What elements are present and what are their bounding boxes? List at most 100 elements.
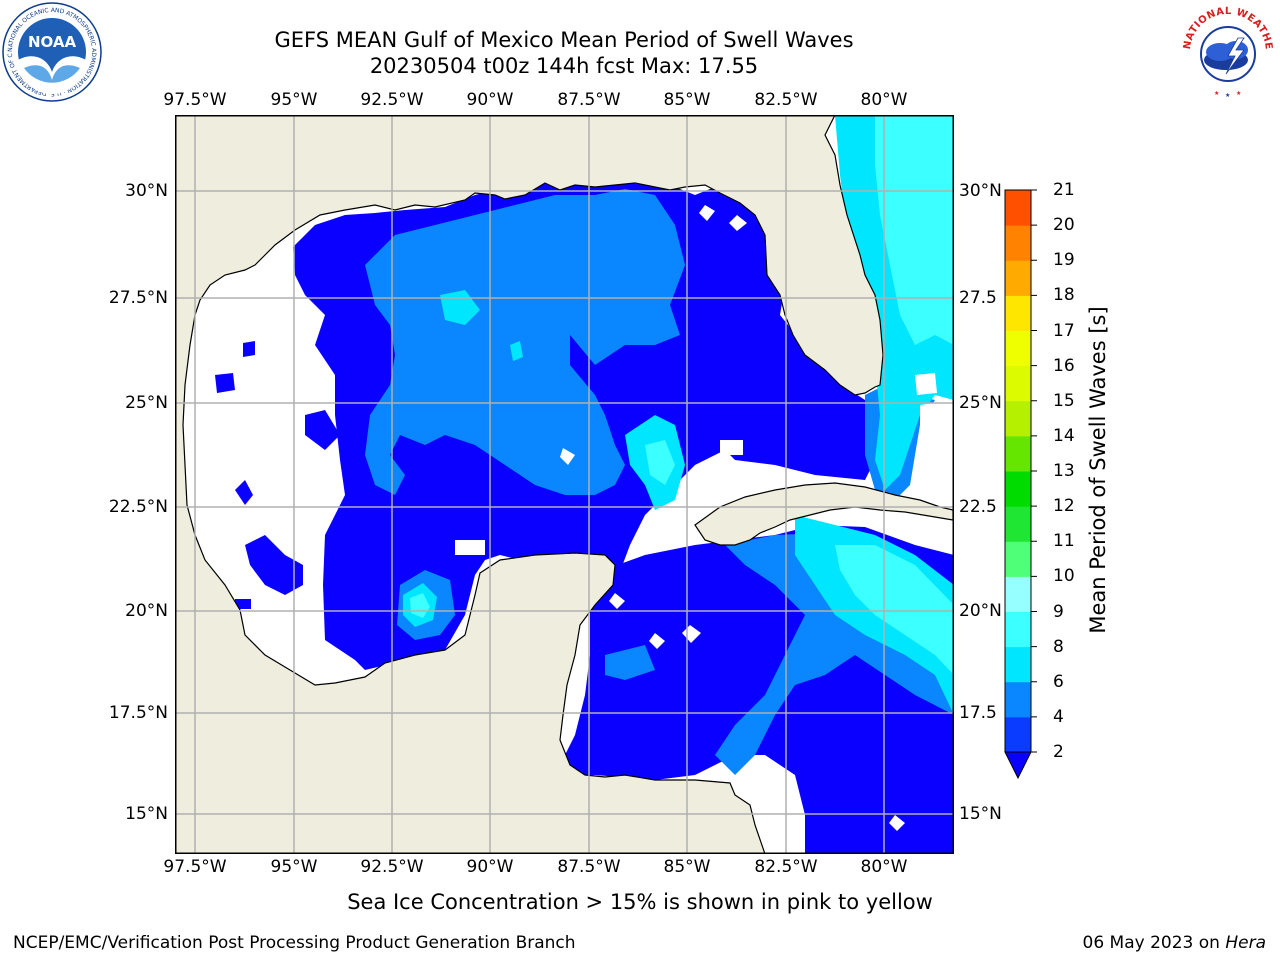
colorbar-bin: [1005, 646, 1031, 683]
colorbar-bin: [1005, 190, 1031, 226]
map-frame: [175, 115, 954, 854]
colorbar-tick-label: 12: [1053, 496, 1075, 517]
lat-tick-right: 20°N: [959, 601, 1002, 621]
colorbar-bin: [1005, 611, 1031, 648]
colorbar-tick-label: 4: [1053, 706, 1064, 727]
no-data-hole: [720, 440, 743, 455]
colorbar-bin: [1005, 225, 1031, 261]
lon-tick-top: 95°W: [270, 90, 318, 110]
no-data-hole: [560, 448, 575, 465]
no-data-hole: [915, 373, 937, 395]
lon-tick-bottom: 87.5°W: [557, 857, 621, 877]
land-areas: [175, 115, 954, 854]
lon-tick-bottom: 95°W: [270, 857, 318, 877]
colorbar-bin: [1005, 400, 1031, 437]
machine-name: Hera: [1225, 933, 1266, 953]
colorbar-bin: [1005, 295, 1031, 331]
lat-tick-right: 25°N: [959, 393, 1002, 413]
lat-tick-right: 15°N: [959, 804, 1002, 824]
lon-tick-bottom: 85°W: [663, 857, 711, 877]
svg-text:NOAA: NOAA: [28, 33, 77, 51]
swell-contour-2-4: [235, 599, 251, 609]
no-data-hole: [699, 205, 715, 221]
colorbar-bin: [1005, 435, 1031, 472]
colorbar-bin: [1005, 506, 1031, 542]
lon-tick-bottom: 82.5°W: [754, 857, 818, 877]
colorbar-bin: [1005, 541, 1031, 577]
colorbar: [1004, 189, 1037, 780]
lat-tick-right: 22.5: [959, 497, 997, 517]
lon-tick-top: 85°W: [663, 90, 711, 110]
cuba-island: [694, 482, 954, 546]
national-weather-service-logo: NATIONAL WEATHER SERVICE ★ ★ ★: [1178, 2, 1276, 100]
lat-tick-right: 30°N: [959, 181, 1002, 201]
credit-text: NCEP/EMC/Verification Post Processing Pr…: [13, 933, 576, 953]
colorbar-tick-label: 18: [1053, 285, 1075, 306]
lon-tick-top: 97.5°W: [163, 90, 227, 110]
colorbar-tick-label: 13: [1053, 461, 1075, 481]
lon-tick-bottom: 97.5°W: [163, 857, 227, 877]
colorbar-tick-label: 9: [1053, 601, 1064, 622]
colorbar-ticks: [1031, 189, 1037, 753]
lon-tick-bottom: 90°W: [466, 857, 514, 877]
swell-contour-4-6: [605, 645, 655, 680]
swell-contour-2-4: [215, 373, 235, 393]
no-data-hole: [649, 633, 665, 649]
svg-text:★: ★: [1214, 90, 1219, 97]
no-data-hole: [455, 540, 485, 555]
lon-tick-top: 92.5°W: [360, 90, 424, 110]
no-data-hole: [889, 815, 905, 831]
colorbar-extend-triangle: [1004, 751, 1032, 780]
colorbar-bin: [1005, 260, 1031, 296]
lat-tick-left: 30°N: [125, 181, 168, 201]
no-data-hole: [609, 593, 625, 609]
lon-tick-top: 80°W: [860, 90, 908, 110]
lon-tick-top: 87.5°W: [557, 90, 621, 110]
colorbar-bins: [1004, 189, 1032, 753]
colorbar-tick-label: 6: [1053, 671, 1064, 692]
colorbar-bin: [1005, 576, 1031, 612]
colorbar-tick-label: 14: [1053, 425, 1075, 446]
swell-contour-8-9: [645, 440, 675, 485]
no-data-hole: [920, 400, 954, 475]
colorbar-tick-label: 20: [1053, 215, 1075, 236]
colorbar-tick-label: 11: [1053, 531, 1075, 552]
colorbar-tick-label: 2: [1053, 742, 1064, 762]
colorbar-tick-label: 19: [1053, 250, 1075, 271]
sea-ice-note: Sea Ice Concentration > 15% is shown in …: [347, 890, 933, 914]
swell-contour-4-6: [365, 189, 685, 495]
colorbar-bin: [1005, 365, 1031, 402]
colorbar-tick-label: 10: [1053, 566, 1075, 587]
colorbar-tick-label: 17: [1053, 320, 1075, 341]
lon-tick-top: 90°W: [466, 90, 514, 110]
colorbar-tick-label: 8: [1053, 636, 1064, 657]
colorbar-bin: [1005, 681, 1031, 718]
lon-tick-top: 82.5°W: [754, 90, 818, 110]
lat-tick-left: 20°N: [125, 601, 168, 621]
svg-text:★: ★: [1225, 92, 1230, 99]
swell-contour-8-9: [835, 545, 954, 675]
swell-contour-6-8: [510, 341, 523, 361]
colorbar-tick-label: 21: [1053, 180, 1075, 200]
date-text: 06 May 2023 on Hera: [1082, 933, 1267, 953]
graticule: [175, 115, 954, 854]
swell-contour-2-4: [243, 341, 255, 357]
lat-tick-right: 27.5: [959, 288, 997, 308]
swell-contour-2-4: [305, 410, 340, 450]
swell-contour-2-4: [245, 535, 303, 595]
no-data-hole: [729, 215, 747, 231]
lat-tick-left: 25°N: [125, 393, 168, 413]
lat-tick-right: 17.5: [959, 703, 997, 723]
svg-text:★: ★: [1236, 90, 1241, 97]
lat-tick-left: 22.5°N: [108, 497, 168, 517]
lat-tick-left: 15°N: [125, 804, 168, 824]
swell-contour-8-9: [875, 115, 954, 345]
lon-tick-bottom: 92.5°W: [360, 857, 424, 877]
swell-period-field: [215, 115, 954, 854]
swell-contour-2-4: [235, 480, 253, 505]
colorbar-tick-label: 15: [1053, 390, 1075, 411]
noaa-logo: NATIONAL OCEANIC AND ATMOSPHERIC ADMINIS…: [2, 2, 102, 102]
lon-tick-bottom: 80°W: [860, 857, 908, 877]
chart-subtitle: 20230504 t00z 144h fcst Max: 17.55: [369, 54, 759, 78]
